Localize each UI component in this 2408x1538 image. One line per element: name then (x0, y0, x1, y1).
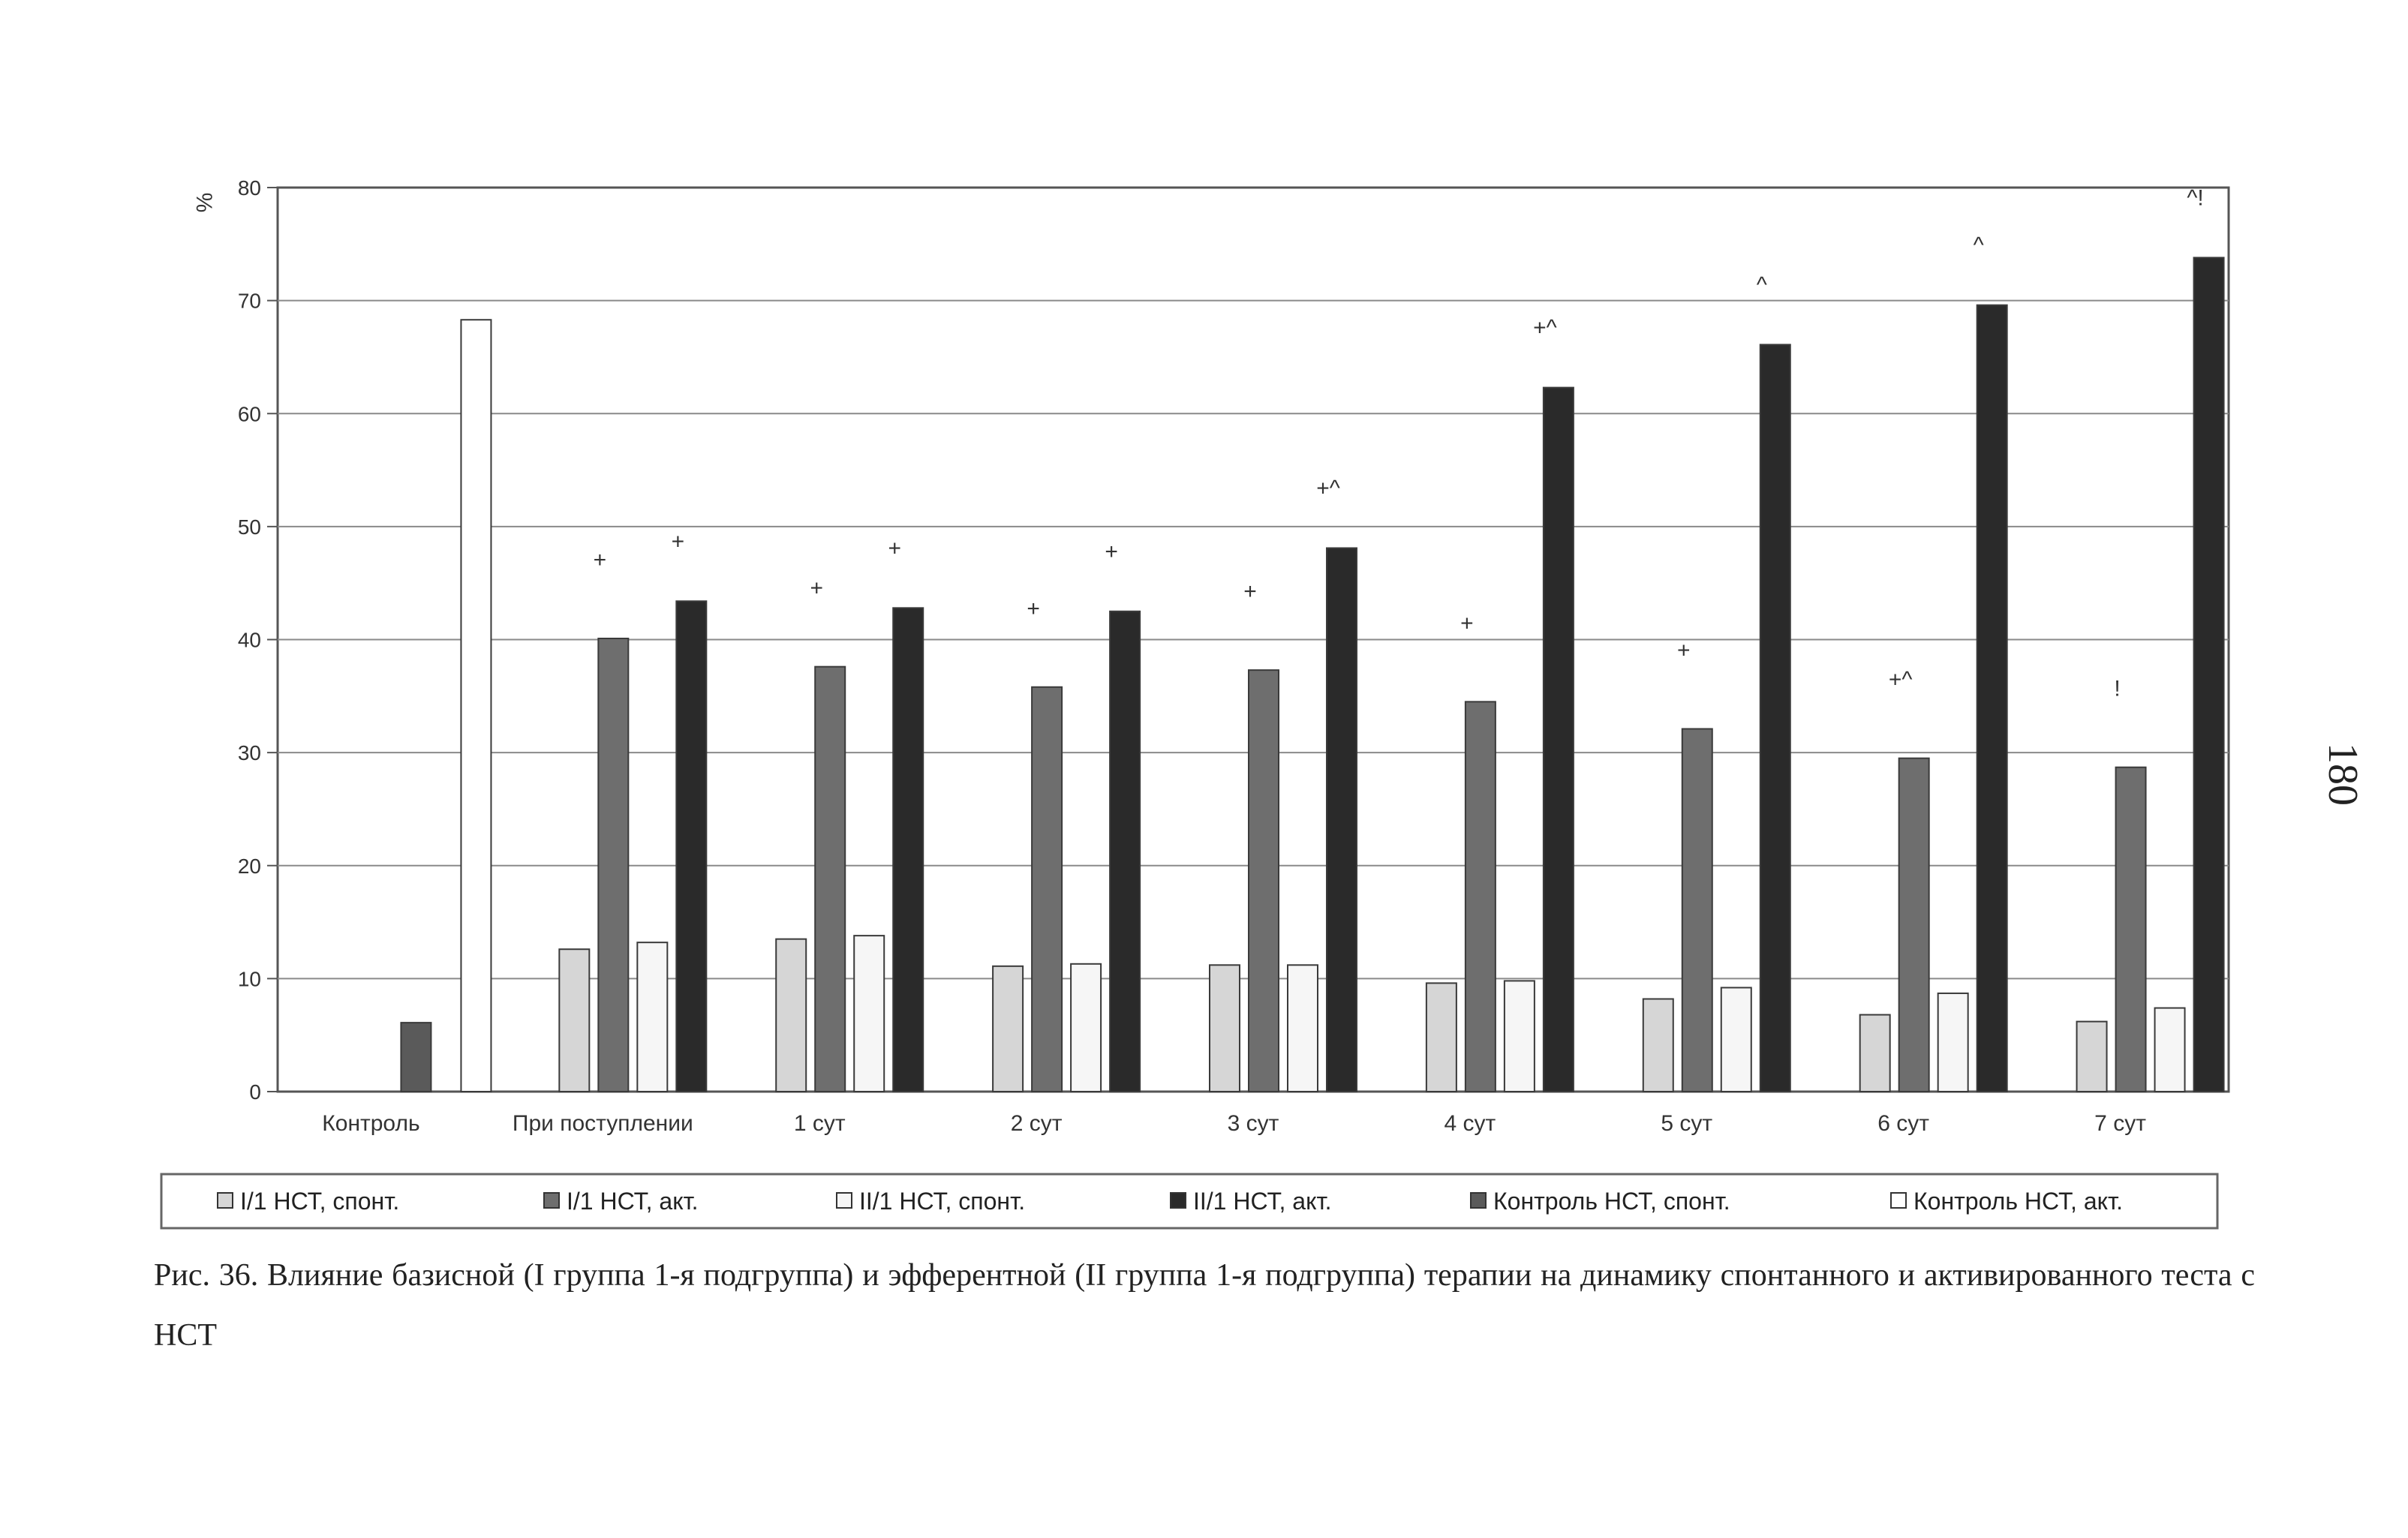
legend-swatch (836, 1192, 852, 1209)
page-number: 180 (2319, 743, 2366, 806)
y-tick-label: 10 (238, 967, 261, 990)
bar-I1-spont-8 (2076, 1020, 2108, 1093)
y-tick-label: 0 (249, 1080, 261, 1104)
y-tick-label: 30 (238, 741, 261, 764)
legend-swatch (1890, 1192, 1907, 1209)
y-tick-label: 20 (238, 855, 261, 878)
significance-mark: ^ (1757, 272, 1767, 297)
x-tick-label: Контроль (322, 1111, 419, 1136)
legend-swatch (543, 1192, 560, 1209)
bar-I1-act-8 (2115, 766, 2147, 1092)
bar-II1-act-2 (892, 607, 924, 1092)
legend-label: II/1 НСТ, спонт. (859, 1188, 1025, 1215)
y-axis-label: % (191, 193, 216, 213)
significance-mark: +^ (1316, 476, 1340, 500)
significance-mark: + (1027, 596, 1040, 621)
significance-mark: + (672, 529, 685, 554)
legend: I/1 НСТ, спонт. I/1 НСТ, акт. II/1 НСТ, сп… (217, 1188, 2123, 1215)
bar-I1-spont-1 (558, 948, 591, 1093)
significance-mark: + (1677, 638, 1691, 662)
significance-mark: + (1460, 611, 1474, 635)
y-tick-label: 50 (238, 515, 261, 539)
x-tick-label: 4 сут (1444, 1111, 1496, 1136)
bar-I1-act-4 (1248, 669, 1279, 1092)
bar-II1-act-4 (1326, 547, 1357, 1092)
bar-I1-spont-6 (1642, 998, 1674, 1093)
bar-I1-spont-3 (992, 965, 1024, 1093)
bar-II1-spont-3 (1070, 963, 1102, 1092)
bar-II1-spont-6 (1720, 987, 1752, 1093)
bar-I1-spont-5 (1425, 982, 1457, 1093)
significance-marks: ++++++++^++^+^+^^!^! (594, 185, 2204, 701)
x-tick-label: 3 сут (1228, 1111, 1279, 1136)
legend-label: Контроль НСТ, спонт. (1493, 1188, 1730, 1215)
significance-mark: + (594, 548, 607, 572)
significance-mark: ^! (2187, 185, 2203, 210)
bar-II1-spont-1 (636, 942, 669, 1093)
figure-caption: Рис. 36. Влияние базисной (I группа 1-я … (154, 1258, 2255, 1353)
bar-I1-spont-4 (1209, 964, 1240, 1093)
significance-mark: + (810, 576, 823, 601)
bar-I1-act-2 (814, 665, 846, 1092)
x-tick-label: 6 сут (1877, 1111, 1929, 1136)
bar-control-act-0 (460, 319, 492, 1093)
x-tick-label: 7 сут (2094, 1111, 2146, 1136)
bar-II1-act-8 (2193, 257, 2225, 1093)
significance-mark: + (1243, 579, 1257, 604)
significance-mark: + (1105, 539, 1118, 564)
x-tick-label: 2 сут (1011, 1111, 1063, 1136)
legend-label: I/1 НСТ, акт. (567, 1188, 699, 1215)
significance-mark: ^ (1974, 233, 1984, 258)
legend-label: I/1 НСТ, спонт. (240, 1188, 399, 1215)
bar-II1-act-5 (1542, 386, 1574, 1092)
x-tick-label: 1 сут (794, 1111, 846, 1136)
y-tick-label: 40 (238, 629, 261, 652)
x-axis-ticks: Контроль При поступлении 1 сут 2 сут 3 сут 4 … (322, 1111, 2146, 1136)
legend-box (160, 1173, 2219, 1230)
y-axis-ticks: 0 10 20 30 40 50 60 70 80 (238, 176, 278, 1104)
bar-I1-act-3 (1031, 686, 1063, 1092)
x-tick-label: При поступлении (513, 1111, 693, 1136)
legend-label: Контроль НСТ, акт. (1913, 1188, 2123, 1215)
legend-swatch (217, 1192, 233, 1209)
y-tick-label: 60 (238, 402, 261, 425)
y-tick-label: 70 (238, 290, 261, 313)
bar-II1-spont-5 (1503, 980, 1535, 1092)
bar-II1-act-3 (1109, 610, 1141, 1092)
bar-I1-spont-7 (1859, 1014, 1891, 1092)
significance-mark: + (888, 536, 901, 560)
bar-II1-spont-2 (853, 935, 885, 1092)
bar-I1-spont-2 (775, 938, 807, 1092)
legend-label: II/1 НСТ, акт. (1193, 1188, 1331, 1215)
bar-II1-spont-7 (1937, 992, 1969, 1093)
bar-II1-spont-4 (1287, 964, 1318, 1093)
bar-II1-act-7 (1976, 304, 2008, 1092)
bar-II1-act-1 (675, 600, 708, 1092)
x-tick-label: 5 сут (1661, 1111, 1712, 1136)
bar-control-spont-0 (400, 1022, 432, 1093)
bars (400, 257, 2225, 1093)
significance-mark: +^ (1533, 316, 1557, 341)
bar-II1-act-6 (1759, 344, 1791, 1092)
legend-swatch (1470, 1192, 1487, 1209)
bar-I1-act-5 (1464, 701, 1496, 1092)
bar-I1-act-6 (1681, 728, 1713, 1093)
bar-I1-act-1 (597, 637, 630, 1092)
bar-II1-spont-8 (2154, 1007, 2186, 1092)
y-tick-label: 80 (238, 176, 261, 200)
legend-swatch (1170, 1192, 1186, 1209)
significance-mark: ! (2114, 677, 2120, 701)
significance-mark: +^ (1889, 668, 1913, 692)
bar-I1-act-7 (1898, 757, 1930, 1092)
